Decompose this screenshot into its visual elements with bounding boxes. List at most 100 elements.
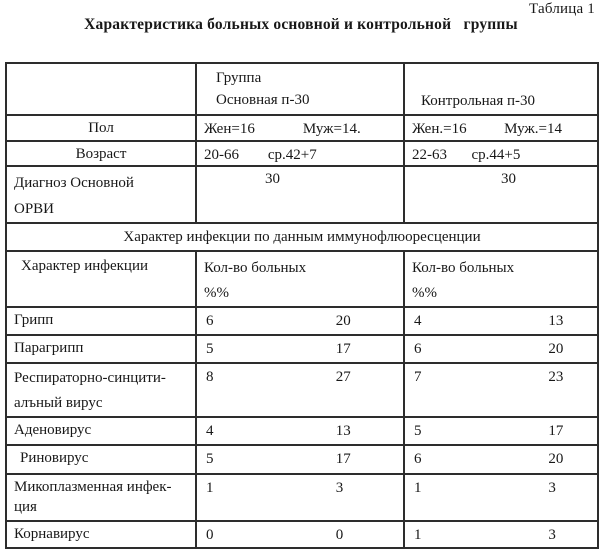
diagnosis-ctrl-count: 30 — [501, 171, 516, 187]
sex-ctrl-male: Муж.=14 — [504, 121, 562, 137]
virus-label-cell: Респираторно-синцити- алъный вирус — [5, 362, 197, 418]
main-count-header-line1: Кол-во больных — [204, 260, 307, 276]
table-row-paragripp: Парагрипп 5 17 6 20 — [5, 334, 599, 364]
table-row-age: Возраст 20-66 ср.42+7 22-63 ср.44+5 — [5, 140, 599, 167]
age-control-cell: 22-63 ср.44+5 — [403, 140, 599, 167]
virus-main-pct: 3 — [335, 480, 344, 496]
virus-label-cell: Риновирус — [5, 444, 197, 475]
virus-ctrl-count: 5 — [414, 423, 422, 439]
section-title-cell: Характер инфекции по данным иммунофлюоре… — [5, 222, 599, 252]
diagnosis-control-cell: 30 — [403, 165, 599, 224]
age-ctrl-range: 22-63 — [412, 147, 447, 163]
virus-main-count: 1 — [206, 480, 214, 496]
table-row-adenovirus: Аденовирус 4 13 5 17 — [5, 416, 599, 446]
sex-ctrl-female: Жен.=16 — [412, 121, 467, 137]
virus-ctrl-pct: 20 — [548, 341, 564, 357]
virus-control-cell: 1 3 — [403, 473, 599, 522]
virus-ctrl-count: 1 — [414, 527, 422, 543]
virus-ctrl-count: 6 — [414, 451, 422, 467]
virus-control-cell: 1 3 — [403, 520, 599, 549]
age-ctrl-avg: ср.44+5 — [471, 147, 521, 163]
table-row-rs-virus: Респираторно-синцити- алъный вирус 8 27 … — [5, 362, 599, 418]
virus-main-count: 5 — [206, 451, 214, 467]
virus-ctrl-pct: 13 — [548, 313, 564, 329]
ctrl-count-header-line1: Кол-во больных — [412, 260, 515, 276]
diagnosis-label-line2: ОРВИ — [14, 201, 55, 217]
table-row-header: Группа Основная п-30 Контрольная п-30 — [5, 62, 599, 116]
virus-label-cell: Парагрипп — [5, 334, 197, 364]
main-group-label: Основная п-30 — [216, 92, 310, 108]
virus-main-count: 4 — [206, 423, 214, 439]
table-row-sex: Пол Жен=16 Муж=14. Жен.=16 Муж.=14 — [5, 114, 599, 142]
page-title: Характеристика больных основной и контро… — [84, 16, 518, 33]
header-control-group-cell: Контрольная п-30 — [403, 62, 599, 116]
sex-label-cell: Пол — [5, 114, 197, 142]
virus-label-line1: Респираторно-синцити- — [14, 370, 166, 386]
sex-main-cell: Жен=16 Муж=14. — [195, 114, 405, 142]
virus-main-pct: 17 — [335, 341, 351, 357]
virus-ctrl-count: 1 — [414, 480, 422, 496]
virus-ctrl-count: 6 — [414, 341, 422, 357]
sex-main-male: Муж=14. — [302, 121, 361, 137]
diagnosis-main-cell: 30 — [195, 165, 405, 224]
table-row-gripp: Грипп 6 20 4 13 — [5, 306, 599, 336]
virus-control-cell: 6 20 — [403, 334, 599, 364]
virus-main-pct: 13 — [335, 423, 351, 439]
virus-ctrl-pct: 3 — [548, 527, 556, 543]
group-word: Группа — [216, 70, 262, 86]
table-caption: Таблица 1 — [529, 1, 595, 17]
table-row-diagnosis: Диагноз Основной ОРВИ 30 30 — [5, 165, 599, 224]
table-row-rinovirus: Риновирус 5 17 6 20 — [5, 444, 599, 475]
virus-main-cell: 1 3 — [195, 473, 405, 522]
virus-label-line2: ция — [14, 499, 37, 515]
table-row-section: Характер инфекции по данным иммунофлюоре… — [5, 222, 599, 252]
virus-main-pct: 20 — [335, 313, 351, 329]
virus-main-count: 0 — [206, 527, 214, 543]
infection-type-header-cell: Характер инфекции — [5, 250, 197, 308]
ctrl-count-header-line2: %% — [412, 285, 437, 301]
table-row-columns-header: Характер инфекции Кол-во больных %% Кол-… — [5, 250, 599, 308]
virus-label-line1: Микоплазменная инфек- — [14, 479, 172, 495]
virus-ctrl-count: 7 — [414, 369, 422, 385]
age-main-range: 20-66 — [204, 147, 239, 163]
virus-main-cell: 5 17 — [195, 334, 405, 364]
age-main-avg: ср.42+7 — [267, 147, 317, 163]
virus-control-cell: 5 17 — [403, 416, 599, 446]
virus-main-cell: 8 27 — [195, 362, 405, 418]
virus-main-cell: 4 13 — [195, 416, 405, 446]
virus-main-pct: 17 — [335, 451, 351, 467]
virus-control-cell: 7 23 — [403, 362, 599, 418]
virus-main-cell: 5 17 — [195, 444, 405, 475]
virus-control-cell: 6 20 — [403, 444, 599, 475]
table-row-kornavirus: Корнавирус 0 0 1 3 — [5, 520, 599, 549]
virus-ctrl-pct: 3 — [548, 480, 556, 496]
ctrl-count-header-cell: Кол-во больных %% — [403, 250, 599, 308]
age-label-cell: Возраст — [5, 140, 197, 167]
virus-ctrl-count: 4 — [414, 313, 422, 329]
virus-main-cell: 6 20 — [195, 306, 405, 336]
virus-main-count: 5 — [206, 341, 214, 357]
diagnosis-label-line1: Диагноз Основной — [14, 175, 134, 191]
virus-label-cell: Корнавирус — [5, 520, 197, 549]
sex-control-cell: Жен.=16 Муж.=14 — [403, 114, 599, 142]
virus-label-cell: Аденовирус — [5, 416, 197, 446]
table-row-mycoplasma: Микоплазменная инфек- ция 1 3 1 3 — [5, 473, 599, 522]
virus-main-cell: 0 0 — [195, 520, 405, 549]
diagnosis-label-cell: Диагноз Основной ОРВИ — [5, 165, 197, 224]
control-group-label: Контрольная п-30 — [421, 93, 536, 109]
virus-ctrl-pct: 23 — [548, 369, 564, 385]
diagnosis-main-count: 30 — [264, 171, 280, 187]
virus-label-cell: Микоплазменная инфек- ция — [5, 473, 197, 522]
patients-table: Группа Основная п-30 Контрольная п-30 По… — [5, 62, 599, 549]
header-empty-cell — [5, 62, 197, 116]
virus-main-count: 6 — [206, 313, 214, 329]
virus-main-count: 8 — [206, 369, 214, 385]
virus-ctrl-pct: 20 — [548, 451, 564, 467]
virus-ctrl-pct: 17 — [548, 423, 564, 439]
virus-label-line2: алъный вирус — [14, 395, 103, 411]
virus-main-pct: 0 — [335, 527, 344, 543]
virus-label-cell: Грипп — [5, 306, 197, 336]
header-main-group-cell: Группа Основная п-30 — [195, 62, 405, 116]
virus-control-cell: 4 13 — [403, 306, 599, 336]
age-main-cell: 20-66 ср.42+7 — [195, 140, 405, 167]
